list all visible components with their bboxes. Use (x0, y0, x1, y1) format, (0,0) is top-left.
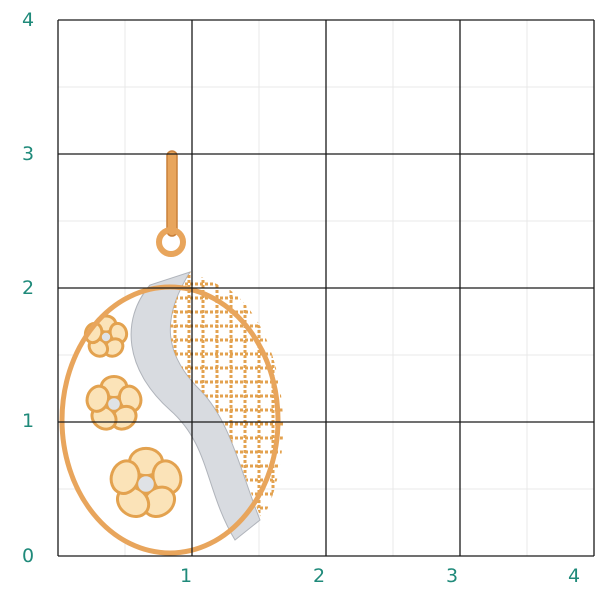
x-label-4: 4 (568, 565, 581, 587)
flower-center (106, 396, 122, 412)
y-label-0: 0 (22, 545, 35, 567)
oval-frame (59, 284, 281, 556)
flower-center (99, 330, 113, 344)
y-label-3: 3 (22, 143, 35, 165)
x-label-3: 3 (446, 565, 459, 587)
flower-center (136, 474, 156, 494)
jump-ring (156, 227, 186, 257)
y-label-1: 1 (22, 410, 35, 432)
flower (109, 446, 183, 518)
y-label-2: 2 (22, 277, 35, 299)
x-label-1: 1 (180, 565, 193, 587)
y-label-4: 4 (22, 9, 35, 31)
x-label-2: 2 (313, 565, 326, 587)
flower (85, 374, 143, 431)
bail (166, 150, 178, 237)
pendant-image (59, 150, 284, 556)
